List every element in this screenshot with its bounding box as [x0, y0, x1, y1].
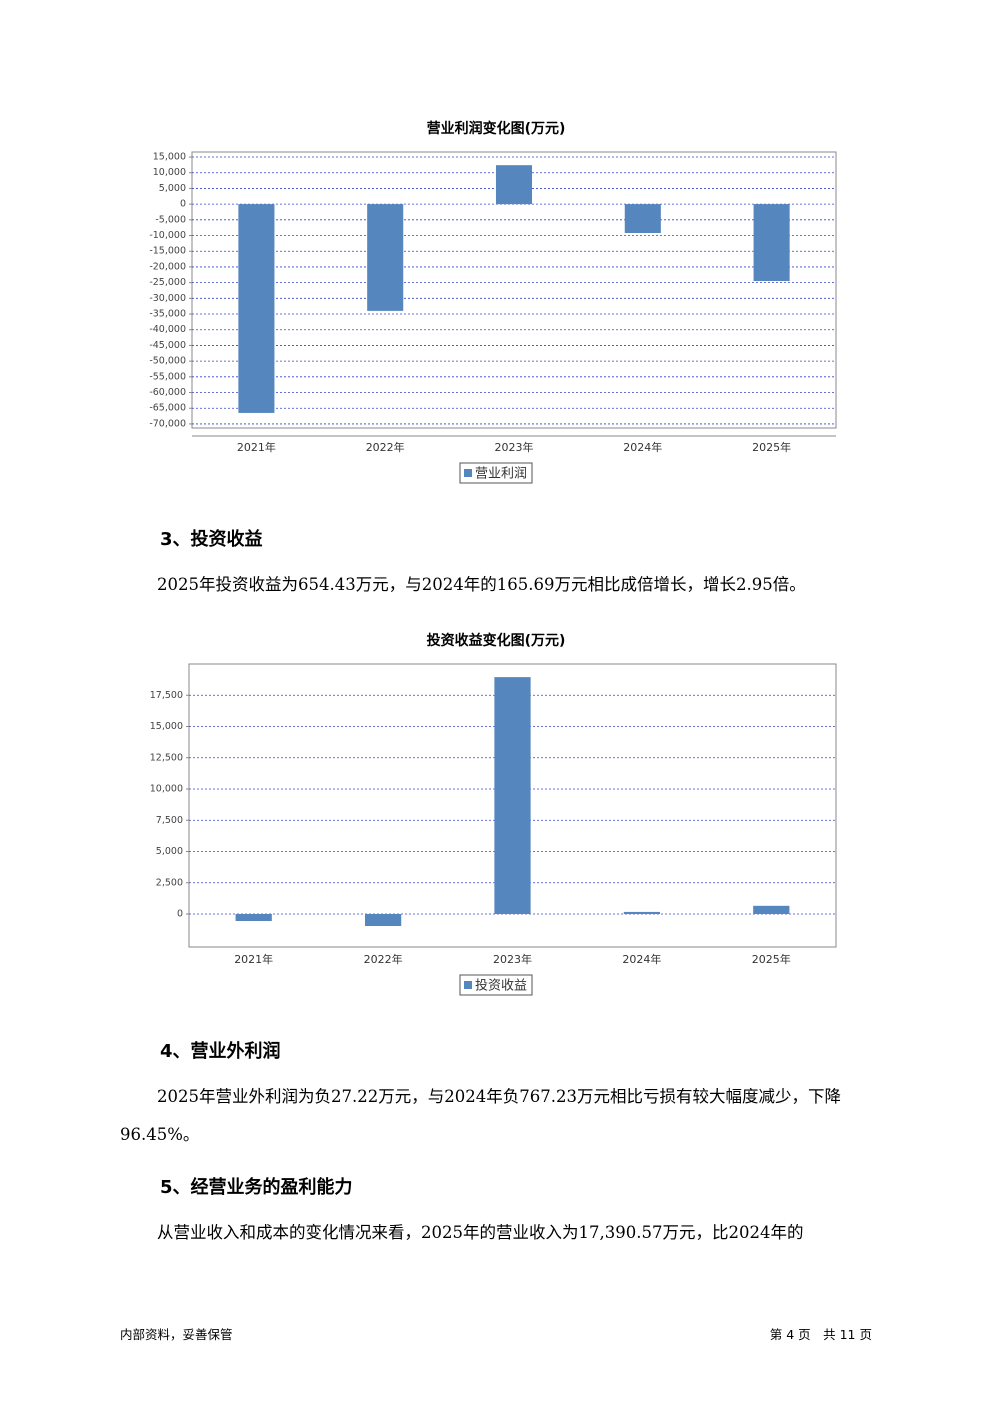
y-tick-label: -65,000 — [149, 403, 186, 414]
y-tick-label: -30,000 — [149, 293, 186, 304]
chart-title: 投资收益变化图(万元) — [427, 632, 566, 649]
chart-title: 营业利润变化图(万元) — [427, 120, 566, 137]
y-tick-label: 7,500 — [156, 815, 183, 826]
legend-label: 营业利润 — [475, 467, 527, 482]
y-tick-label: -60,000 — [149, 387, 186, 398]
x-tick-label: 2025年 — [752, 440, 791, 454]
bar — [367, 204, 404, 311]
x-tick-label: 2022年 — [364, 952, 403, 966]
y-tick-label: 17,500 — [150, 690, 183, 701]
y-tick-label: 2,500 — [156, 877, 183, 888]
charts: 营业利润变化图(万元) 15,000 10,000 5,000 0 -5,000 -10,0… — [149, 120, 837, 996]
bar — [495, 165, 533, 205]
legend-box — [459, 462, 533, 484]
y-tick-label: 0 — [180, 199, 186, 210]
legend-label: 投资收益 — [475, 978, 527, 994]
y-tick-label: 5,000 — [156, 846, 183, 857]
y-tick-label: -40,000 — [149, 324, 186, 335]
x-tick-label: 2025年 — [752, 952, 791, 966]
section-heading: 5、经营业务的盈利能力 — [160, 1177, 353, 1198]
y-tick-label: -15,000 — [149, 246, 186, 257]
y-tick-label: -35,000 — [149, 309, 186, 320]
y-tick-label: -70,000 — [149, 418, 186, 429]
legend-swatch — [463, 981, 472, 989]
x-tick-label: 2023年 — [495, 440, 534, 454]
y-tick-label: -55,000 — [149, 371, 186, 382]
legend-box — [459, 974, 533, 996]
y-tick-label: 15,000 — [150, 721, 183, 732]
y-tick-label: -10,000 — [149, 230, 186, 241]
bar — [238, 204, 275, 413]
x-tick-label: 2023年 — [493, 952, 532, 966]
bar — [624, 204, 661, 234]
x-tick-label: 2022年 — [366, 440, 405, 454]
x-tick-label: 2024年 — [623, 440, 662, 454]
bar — [364, 914, 402, 926]
paragraph: 从营业收入和成本的变化情况来看，2025年的营业收入为17,390.57万元，比… — [157, 1223, 804, 1242]
bar — [753, 905, 790, 914]
paragraph: 2025年营业外利润为负27.22万元，与2024年负767.23万元相比亏损有… — [120, 1087, 841, 1144]
bar — [753, 204, 790, 282]
plot-area — [191, 151, 837, 429]
section-heading: 4、营业外利润 — [160, 1041, 281, 1062]
footer-left: 内部资料，妥善保管 — [120, 1327, 233, 1342]
x-tick-label: 2021年 — [234, 952, 273, 966]
bar — [623, 911, 661, 914]
y-tick-label: -45,000 — [149, 340, 186, 351]
y-tick-label: 0 — [177, 909, 183, 920]
y-tick-label: 10,000 — [150, 784, 183, 795]
y-tick-label: 10,000 — [153, 167, 186, 178]
footer-right: 第 4 页 共 11 页 — [769, 1327, 872, 1342]
y-tick-label: 5,000 — [159, 183, 186, 194]
y-tick-label: -25,000 — [149, 277, 186, 288]
bar — [235, 914, 272, 921]
paragraph: 2025年投资收益为654.43万元，与2024年的165.69万元相比成倍增长… — [157, 575, 806, 594]
x-tick-label: 2024年 — [622, 952, 661, 966]
y-tick-label: -5,000 — [155, 214, 186, 225]
y-tick-label: 12,500 — [150, 752, 183, 763]
section-heading: 3、投资收益 — [160, 529, 263, 550]
legend-swatch — [463, 469, 472, 477]
bar — [494, 677, 531, 914]
y-tick-label: 15,000 — [153, 152, 186, 163]
y-tick-label: -20,000 — [149, 261, 186, 272]
y-tick-label: -50,000 — [149, 356, 186, 367]
x-tick-label: 2021年 — [237, 440, 276, 454]
